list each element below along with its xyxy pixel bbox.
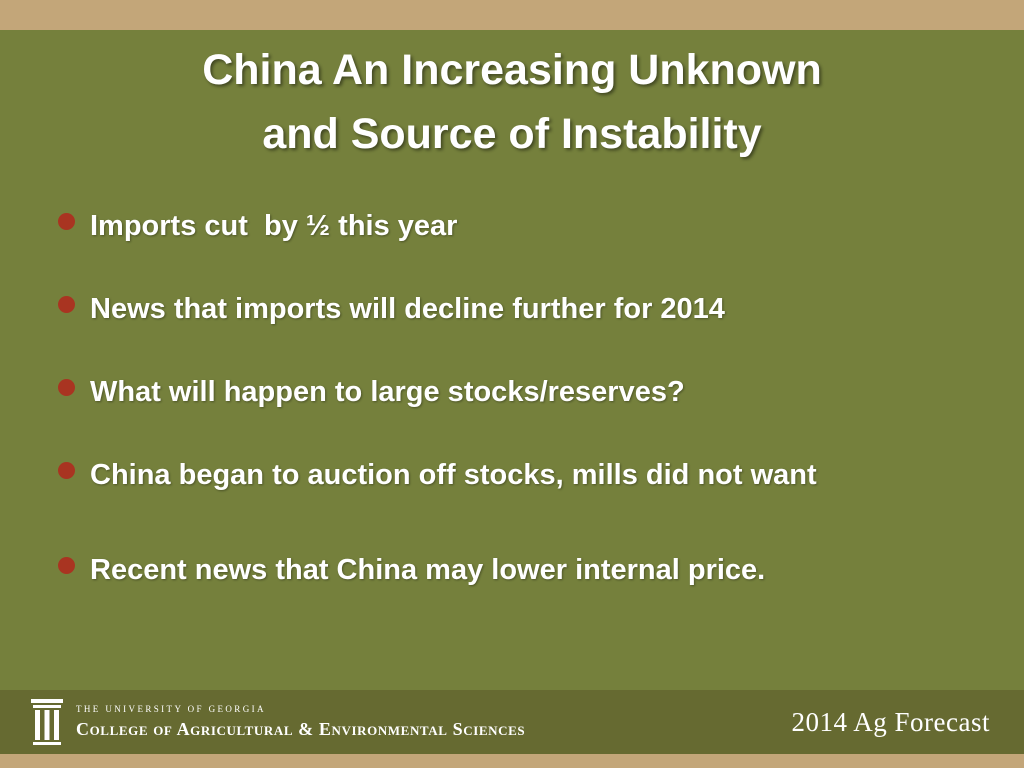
- slide-title: China An Increasing Unknown and Source o…: [0, 38, 1024, 166]
- university-name: The University of Georgia: [76, 703, 266, 714]
- university-branding: The University of Georgia College of Agr…: [30, 698, 525, 746]
- bullet-item: What will happen to large stocks/reserve…: [58, 374, 988, 411]
- uga-arch-icon: [31, 699, 63, 745]
- bullet-dot-icon: [58, 296, 75, 313]
- bullet-text: News that imports will decline further f…: [90, 293, 725, 325]
- bullet-list: Imports cut by ½ this year News that impo…: [58, 208, 988, 635]
- bullet-item: Imports cut by ½ this year: [58, 208, 988, 245]
- event-title: 2014 Ag Forecast: [791, 706, 990, 737]
- bullet-text: What will happen to large stocks/reserve…: [90, 376, 685, 408]
- bullet-text: Imports cut by ½ this year: [90, 210, 458, 242]
- footer-band: The University of Georgia College of Agr…: [0, 690, 1024, 754]
- university-name-block: The University of Georgia College of Agr…: [76, 704, 525, 741]
- bullet-item: Recent news that China may lower interna…: [58, 552, 988, 589]
- bullet-text: Recent news that China may lower interna…: [90, 554, 766, 586]
- title-line-1: China An Increasing Unknown: [202, 46, 822, 94]
- bullet-item: China began to auction off stocks, mills…: [58, 457, 988, 494]
- bullet-dot-icon: [58, 213, 75, 230]
- college-name: College of Agricultural & Environmental …: [76, 718, 526, 739]
- bullet-text: China began to auction off stocks, mills…: [90, 459, 817, 491]
- bottom-accent-bar: [0, 754, 1024, 768]
- bullet-dot-icon: [58, 462, 75, 479]
- bullet-item: News that imports will decline further f…: [58, 291, 988, 328]
- bullet-dot-icon: [58, 557, 75, 574]
- title-line-2: and Source of Instability: [262, 110, 762, 158]
- top-accent-bar: [0, 0, 1024, 30]
- bullet-dot-icon: [58, 379, 75, 396]
